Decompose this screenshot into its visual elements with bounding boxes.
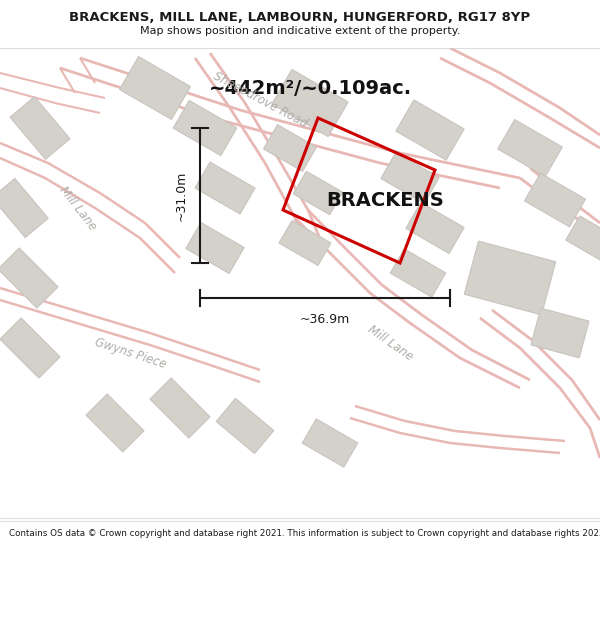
Polygon shape	[10, 97, 70, 159]
Text: BRACKENS, MILL LANE, LAMBOURN, HUNGERFORD, RG17 8YP: BRACKENS, MILL LANE, LAMBOURN, HUNGERFOR…	[70, 11, 530, 24]
Polygon shape	[195, 162, 255, 214]
Polygon shape	[464, 241, 556, 315]
Polygon shape	[86, 394, 144, 452]
Polygon shape	[173, 101, 237, 156]
Polygon shape	[396, 100, 464, 160]
Text: Mill Lane: Mill Lane	[57, 184, 99, 232]
Text: Mill Lane: Mill Lane	[365, 322, 415, 363]
Polygon shape	[150, 378, 210, 438]
Text: Contains OS data © Crown copyright and database right 2021. This information is : Contains OS data © Crown copyright and d…	[9, 529, 600, 538]
Text: Sheepdrove Road: Sheepdrove Road	[211, 69, 309, 131]
Polygon shape	[566, 216, 600, 260]
Text: ~31.0m: ~31.0m	[175, 170, 188, 221]
Polygon shape	[531, 308, 589, 358]
Polygon shape	[272, 69, 348, 137]
Polygon shape	[279, 221, 331, 266]
Polygon shape	[390, 249, 446, 297]
Polygon shape	[0, 179, 48, 238]
Polygon shape	[263, 124, 316, 171]
Polygon shape	[119, 56, 190, 119]
Polygon shape	[0, 248, 58, 308]
Polygon shape	[406, 202, 464, 254]
Text: BRACKENS: BRACKENS	[326, 191, 444, 209]
Text: Gwyns Piece: Gwyns Piece	[92, 335, 167, 371]
Polygon shape	[186, 222, 244, 274]
Polygon shape	[216, 399, 274, 454]
Polygon shape	[293, 171, 343, 215]
Polygon shape	[381, 152, 439, 204]
Text: ~442m²/~0.109ac.: ~442m²/~0.109ac.	[208, 79, 412, 98]
Text: Map shows position and indicative extent of the property.: Map shows position and indicative extent…	[140, 26, 460, 36]
Polygon shape	[497, 119, 562, 176]
Polygon shape	[302, 419, 358, 467]
Polygon shape	[524, 173, 586, 227]
Polygon shape	[0, 318, 60, 378]
Text: ~36.9m: ~36.9m	[300, 313, 350, 326]
